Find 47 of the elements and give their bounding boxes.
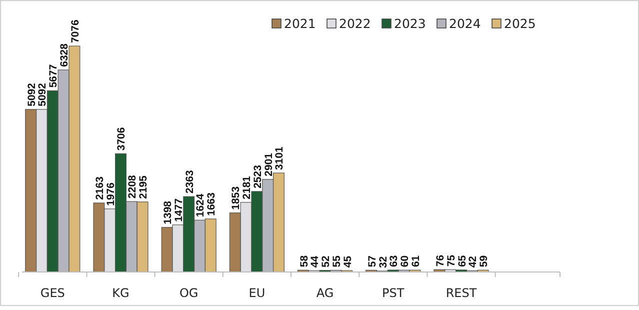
x-tick-label: PST xyxy=(382,286,405,300)
legend-label: 2025 xyxy=(504,16,536,31)
data-label: 6328 xyxy=(58,43,71,67)
data-label: 60 xyxy=(399,255,412,268)
data-label: 2163 xyxy=(94,176,106,200)
data-label: 76 xyxy=(434,254,446,267)
data-label: 1477 xyxy=(172,198,185,222)
data-label: 2901 xyxy=(262,152,275,176)
data-label: 1976 xyxy=(104,182,117,206)
data-label: 63 xyxy=(388,255,400,267)
data-label: 58 xyxy=(298,255,310,268)
data-label: 5092 xyxy=(36,82,49,106)
x-tick-label: AG xyxy=(316,286,334,300)
data-label: 3101 xyxy=(274,146,286,170)
data-label: 65 xyxy=(456,255,468,267)
legend-label: 2024 xyxy=(449,16,481,31)
x-tick-label: OG xyxy=(179,286,198,300)
data-label: 32 xyxy=(377,256,390,268)
data-label: 5677 xyxy=(48,64,60,88)
data-label: 44 xyxy=(309,256,322,268)
data-label: 45 xyxy=(342,256,354,268)
x-tick-label: GES xyxy=(40,286,65,300)
legend-label: 2022 xyxy=(339,16,371,31)
data-label: 2195 xyxy=(138,175,150,199)
data-label: 2363 xyxy=(184,170,196,194)
data-label: 55 xyxy=(330,255,343,268)
data-label: 2523 xyxy=(252,164,264,188)
data-label: 1853 xyxy=(230,186,242,210)
data-label: 52 xyxy=(320,256,332,268)
data-label: 42 xyxy=(467,256,480,268)
data-label: 1663 xyxy=(206,192,218,216)
data-label: 59 xyxy=(478,255,490,268)
x-tick-label: EU xyxy=(248,286,266,300)
data-label: 7076 xyxy=(69,19,82,43)
data-label: 61 xyxy=(410,255,422,268)
data-label: 5092 xyxy=(26,82,38,106)
x-tick-label: KG xyxy=(112,286,130,300)
data-label: 2208 xyxy=(126,174,139,198)
data-label: 3706 xyxy=(116,127,128,151)
x-tick-label: REST xyxy=(446,286,478,300)
data-label: 1398 xyxy=(162,200,174,224)
data-label: 1624 xyxy=(194,194,207,218)
data-label: 75 xyxy=(445,254,458,267)
data-label: 57 xyxy=(366,255,378,268)
legend-label: 2023 xyxy=(394,16,426,31)
data-label: 2181 xyxy=(241,176,254,200)
legend-label: 2021 xyxy=(284,16,316,31)
